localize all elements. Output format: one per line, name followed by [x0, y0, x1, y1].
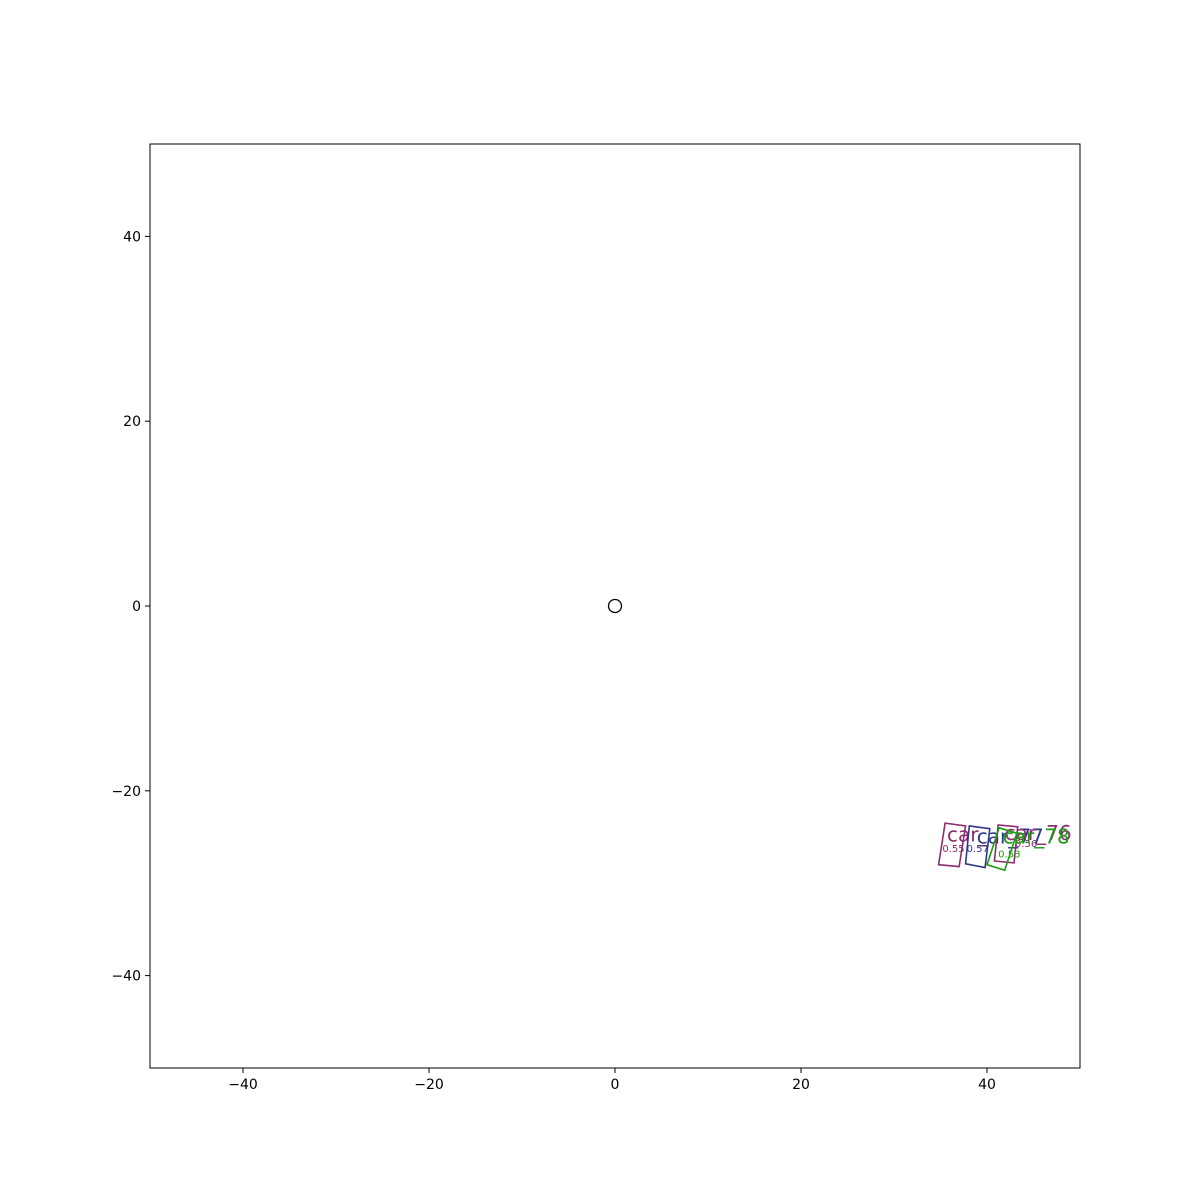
ticks-layer: −40 −20 0 20 40 −40 −20 0 20 40	[111, 229, 995, 1093]
detection-box	[985, 826, 1018, 872]
x-tick-label: 40	[978, 1077, 996, 1093]
detection-label: car_78	[1003, 824, 1070, 848]
y-tick-label: −20	[111, 784, 141, 800]
detection-box	[964, 824, 991, 869]
detection-score: 0.55	[942, 844, 964, 855]
y-tick-label: 20	[123, 414, 141, 430]
detection-score: 0.56	[1015, 839, 1037, 850]
y-tick-label: −40	[111, 969, 141, 985]
detection-score: 0.53	[998, 849, 1020, 860]
detection-label: car_77	[977, 824, 1044, 848]
x-tick-label: −40	[228, 1077, 258, 1093]
x-tick-label: 20	[792, 1077, 810, 1093]
y-tick-label: 40	[123, 229, 141, 245]
ego-marker	[607, 598, 623, 614]
detection-score: 0.57	[967, 844, 989, 855]
detection-box	[937, 822, 967, 868]
x-tick-label: −20	[414, 1077, 444, 1093]
y-tick-label: 0	[132, 599, 141, 615]
x-tick-label: 0	[611, 1077, 620, 1093]
